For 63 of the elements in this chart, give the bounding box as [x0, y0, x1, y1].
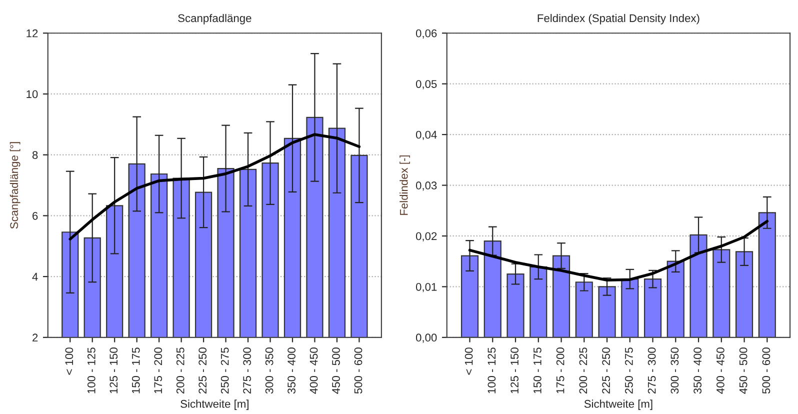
y-axis-title: Scanpfadlänge [°] [10, 142, 20, 229]
x-tick-label: < 100 [464, 348, 473, 375]
x-axis-title: Sichtweite [m] [180, 400, 248, 410]
y-axis-title: Feldindex [-] [400, 155, 410, 215]
x-tick-label: 300 - 350 [670, 348, 679, 394]
x-tick-label: 100 - 125 [87, 348, 96, 394]
x-tick-label: 250 - 275 [220, 348, 229, 394]
x-tick-label: 200 - 225 [579, 348, 588, 394]
y-tick-label: 2 [32, 334, 38, 342]
x-tick-label: 200 - 225 [176, 348, 184, 394]
line-series [68, 133, 361, 241]
x-tick-label: 500 - 600 [762, 348, 770, 394]
x-tick-label: 175 - 200 [556, 348, 564, 394]
x-tick-label: 450 - 500 [332, 348, 340, 394]
x-tick-label: 300 - 350 [265, 348, 274, 394]
bar [460, 255, 479, 338]
x-tick-label: 400 - 450 [310, 348, 318, 394]
x-tick-label: 500 - 600 [354, 348, 362, 394]
x-tick-label: 225 - 250 [198, 348, 207, 394]
x-tick-label: 175 - 200 [154, 348, 162, 394]
bar [598, 286, 616, 338]
x-tick-label: < 100 [65, 348, 74, 375]
y-tick-label: 0,03 [416, 182, 437, 191]
line-series [468, 220, 769, 282]
y-tick-label: 0,05 [416, 80, 437, 90]
x-tick-label: 150 - 175 [132, 348, 140, 394]
x-tick-label: 275 - 300 [648, 348, 656, 394]
x-tick-label: 275 - 300 [243, 348, 251, 394]
bar [552, 255, 570, 338]
x-tick-label: 450 - 500 [739, 348, 748, 394]
x-tick-label: 350 - 400 [288, 348, 296, 394]
x-tick-label: 150 - 175 [534, 348, 542, 394]
bar [506, 273, 524, 338]
y-tick-label: 10 [26, 90, 38, 98]
bar [644, 278, 662, 338]
x-tick-label: 400 - 450 [716, 348, 724, 394]
y-tick-label: 0,00 [416, 334, 437, 343]
y-tick-label: 0,06 [416, 29, 437, 39]
bar [621, 278, 639, 338]
y-tick-label: 6 [32, 212, 38, 220]
chart-title: Scanpfadlänge [178, 14, 252, 24]
y-tick-label: 0,02 [416, 232, 437, 242]
bar [530, 266, 548, 338]
y-tick-label: 4 [32, 272, 38, 281]
x-tick-label: 350 - 400 [694, 348, 702, 394]
x-tick-label: 125 - 150 [510, 348, 518, 394]
chart-title: Feldindex (Spatial Density Index) [538, 14, 700, 24]
bar [690, 234, 708, 338]
x-tick-label: 125 - 150 [110, 348, 118, 394]
bar [484, 240, 502, 338]
bar [712, 249, 730, 338]
y-tick-label: 0,01 [416, 282, 437, 292]
y-tick-label: 8 [32, 151, 38, 159]
x-tick-label: 250 - 275 [625, 348, 633, 394]
x-tick-label: 225 - 250 [602, 348, 610, 394]
y-tick-label: 12 [26, 29, 38, 38]
bar [666, 260, 684, 338]
x-axis-title: Sichtweite [m] [584, 400, 652, 410]
bar [735, 251, 754, 338]
bar [758, 212, 776, 338]
y-tick-label: 0,04 [416, 130, 437, 140]
bar [575, 282, 593, 338]
x-tick-label: 100 - 125 [488, 348, 496, 394]
